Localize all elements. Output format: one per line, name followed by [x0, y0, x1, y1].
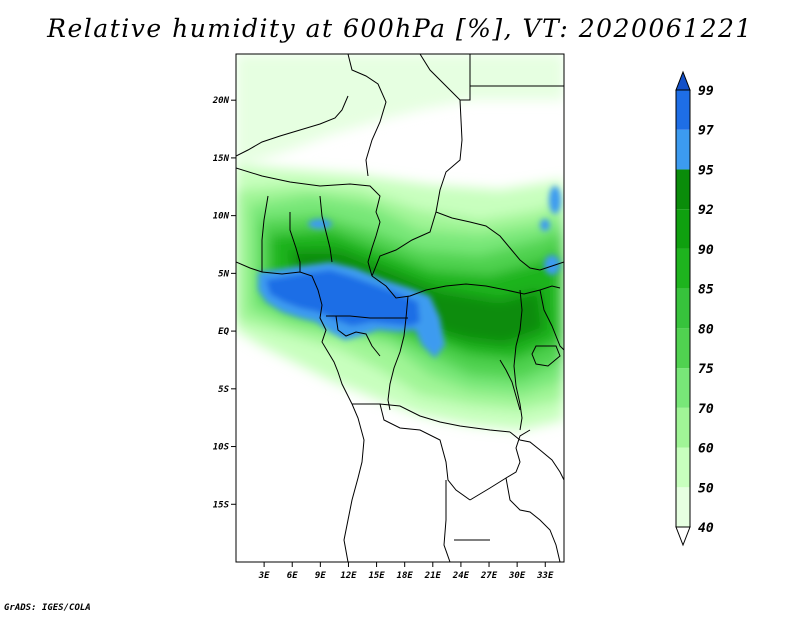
- lon-tick-label: 27E: [480, 571, 498, 581]
- colorbar-label: 90: [698, 243, 714, 258]
- lon-tick-label: 9E: [315, 571, 326, 581]
- colorbar-label: 40: [698, 521, 714, 536]
- lon-tick-label: 33E: [536, 571, 554, 581]
- colorbar-label: 80: [698, 322, 714, 337]
- longitude-axis: 3E 6E 9E 12E 15E 18E 21E 24E 27E 30E 33E: [258, 562, 554, 581]
- grads-credit: GrADS: IGES/COLA: [4, 603, 91, 613]
- chart-title: Relative humidity at 600hPa [%], VT: 202…: [47, 14, 753, 43]
- map-frame: [235, 53, 565, 563]
- colorbar-label: 97: [698, 124, 714, 139]
- colorbar-label: 70: [698, 402, 714, 417]
- lon-tick-label: 15E: [368, 571, 385, 581]
- lat-tick-label: 15N: [213, 154, 230, 164]
- humidity-field: [236, 54, 564, 430]
- lon-tick-label: 30E: [508, 571, 526, 581]
- lat-tick-label: 10S: [213, 443, 230, 453]
- colorbar-lower-triangle: [675, 526, 691, 547]
- colorbar-label: 92: [698, 203, 714, 218]
- colorbar-bin: [676, 328, 690, 369]
- colorbar-bin: [676, 90, 690, 130]
- colorbar-bin: [676, 169, 690, 210]
- colorbar-bin: [676, 487, 690, 527]
- lat-tick-label: 5S: [218, 385, 229, 395]
- colorbar-label: 85: [698, 283, 714, 298]
- lon-tick-label: 3E: [258, 571, 270, 581]
- lat-tick-label: 20N: [212, 96, 230, 106]
- colorbar-bin: [676, 248, 690, 289]
- lat-tick-label: 10N: [213, 212, 230, 222]
- lon-tick-label: 24E: [452, 571, 470, 581]
- latitude-axis: 20N 15N 10N 5N EQ 5S 10S 15S: [212, 96, 236, 510]
- lon-tick-label: 6E: [287, 571, 298, 581]
- country-borders: [236, 54, 564, 562]
- lat-tick-label: EQ: [218, 327, 229, 337]
- colorbar-bin: [676, 447, 690, 488]
- colorbar-label: 95: [698, 163, 714, 178]
- lon-tick-label: 18E: [397, 571, 414, 581]
- colorbar-label: 99: [698, 84, 714, 99]
- lon-tick-label: 12E: [340, 571, 357, 581]
- colorbar-upper-triangle: [675, 70, 691, 91]
- lat-tick-label: 5N: [218, 269, 229, 279]
- colorbar-outline: [675, 89, 691, 528]
- colorbar-bin: [676, 129, 690, 170]
- colorbar-bin: [676, 407, 690, 448]
- colorbar-label: 75: [698, 362, 714, 377]
- lon-tick-label: 21E: [424, 571, 442, 581]
- colorbar-bin: [676, 209, 690, 249]
- colorbar-label: 50: [698, 481, 714, 496]
- colorbar-bin: [676, 288, 690, 329]
- colorbar-bin: [676, 368, 690, 408]
- lat-tick-label: 15S: [213, 500, 230, 510]
- colorbar: 40 50 60 70 75 80 85 90 92 95 97 99: [675, 70, 714, 547]
- colorbar-label: 60: [698, 442, 714, 457]
